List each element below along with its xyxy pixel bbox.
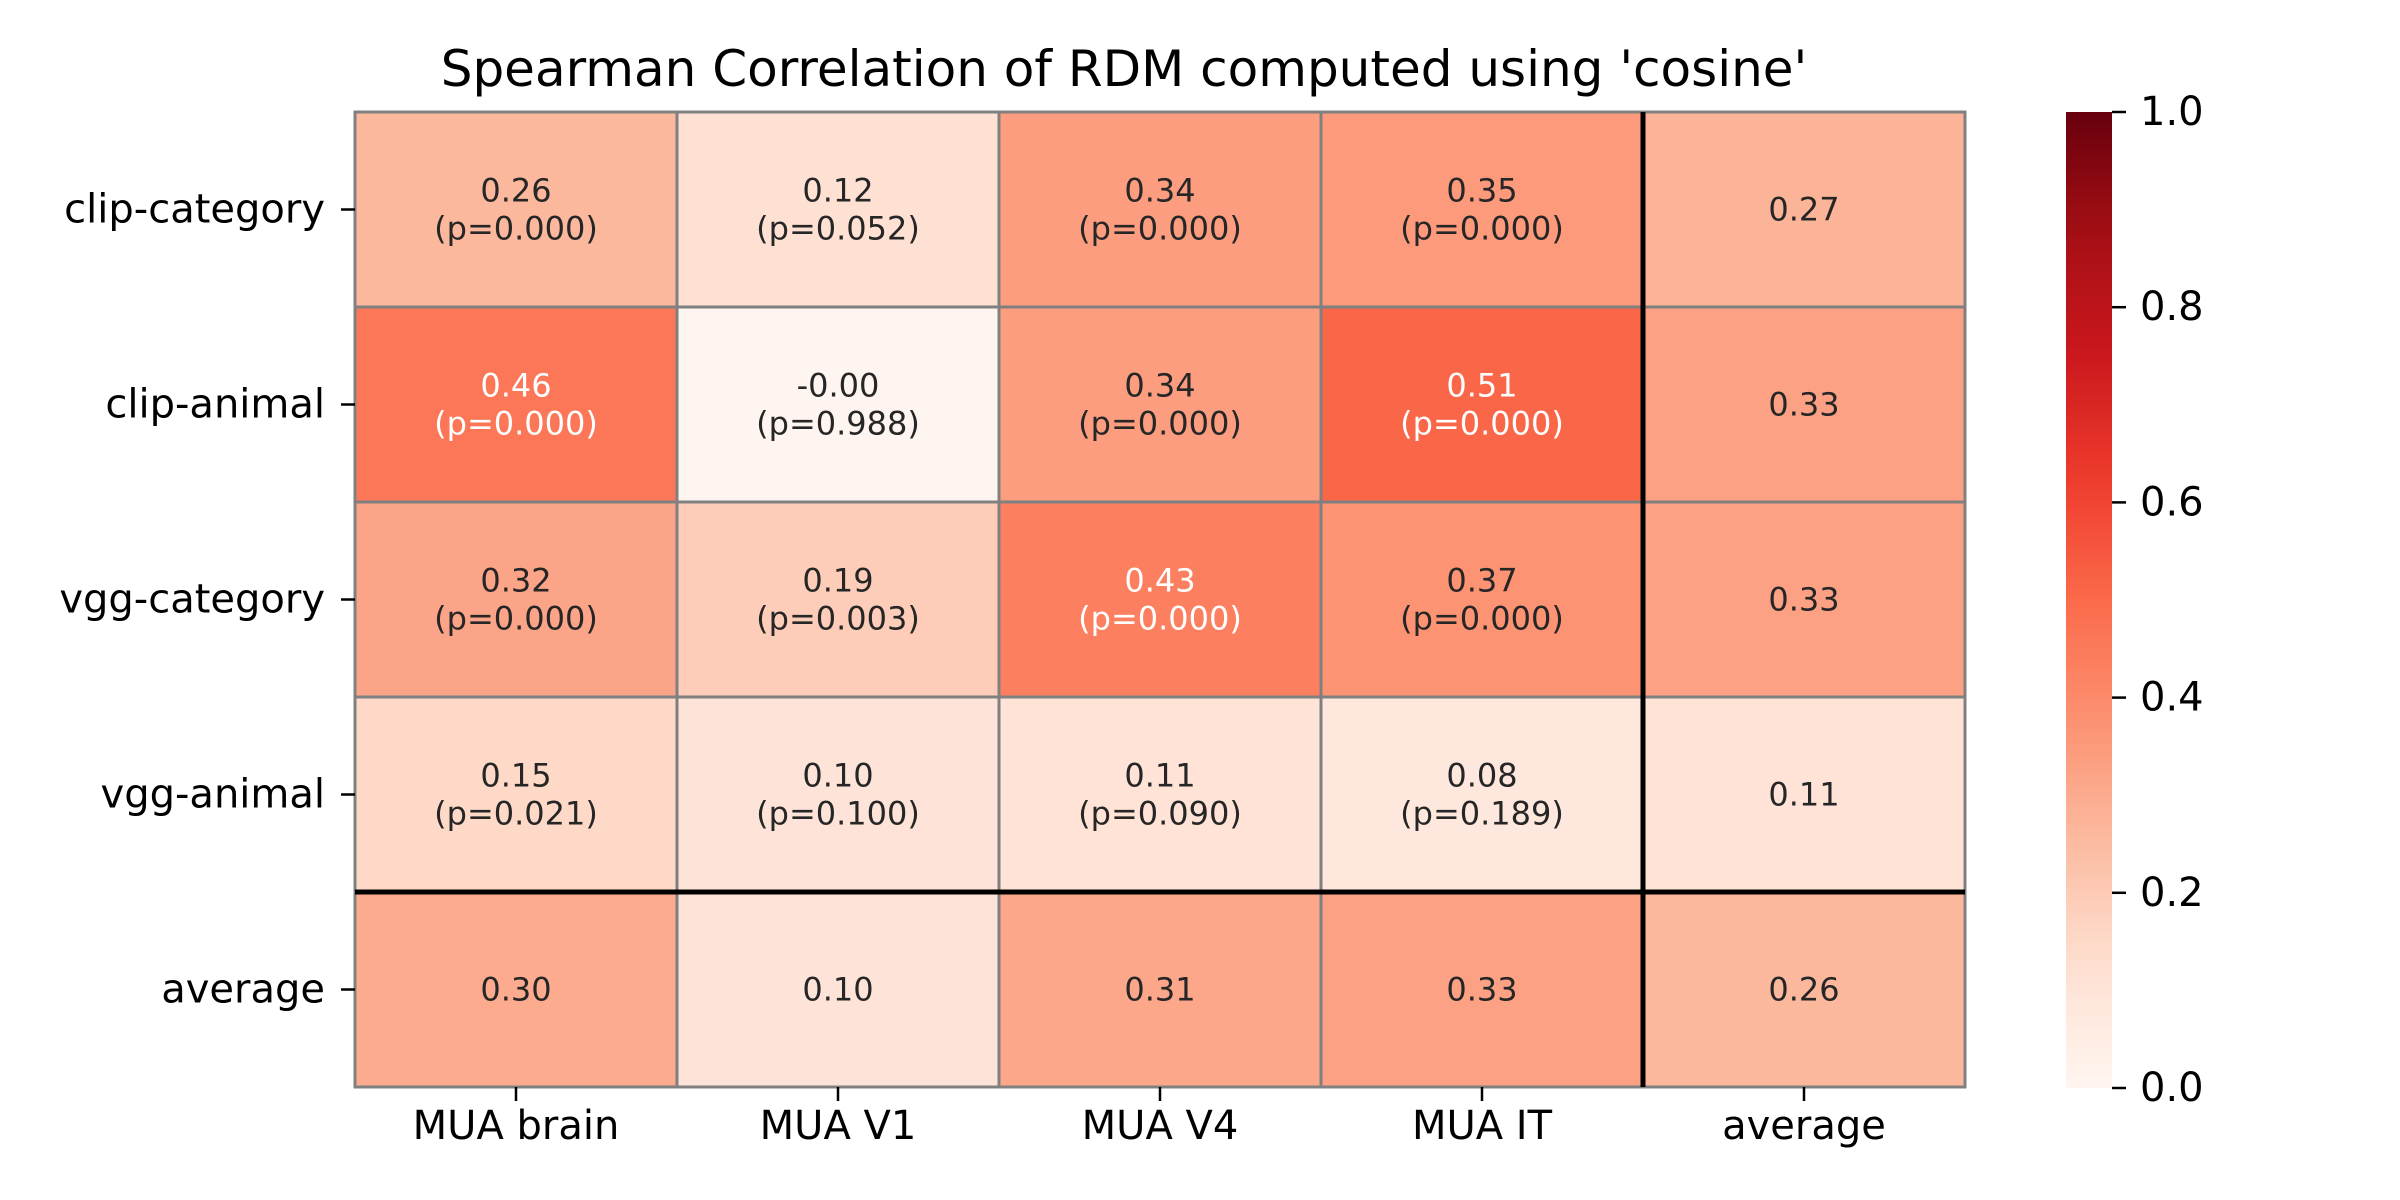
cell-value-label: (p=0.000) (1400, 405, 1564, 443)
cell-value-label: 0.34 (1124, 172, 1195, 210)
cell-value-label: 0.26 (480, 172, 551, 210)
heatmap-cell (1641, 110, 1967, 309)
cell-value-label: 0.11 (1124, 757, 1195, 795)
cell-value-label: 0.15 (480, 757, 551, 795)
colorbar-tick-label: 0.2 (2140, 870, 2204, 916)
x-tick-label: MUA V1 (760, 1103, 917, 1149)
colorbar: 0.0 0.2 0.4 0.6 0.8 1.0 (2066, 89, 2204, 1111)
cell-value-label: (p=0.000) (1400, 210, 1564, 248)
cell-value-label: (p=0.988) (756, 405, 920, 443)
heatmap-cell (675, 110, 1001, 309)
heatmap-cell (1641, 500, 1967, 699)
cell-value-label: 0.08 (1446, 757, 1517, 795)
cell-value-label: 0.34 (1124, 367, 1195, 405)
heatmap-cell (675, 500, 1001, 699)
y-tick-label: vgg-animal (101, 772, 325, 818)
cell-value-label: 0.46 (480, 367, 551, 405)
cell-value-label: (p=0.052) (756, 210, 920, 248)
cell-value-label: 0.31 (1124, 971, 1195, 1009)
heatmap-cell (1319, 110, 1645, 309)
y-tick-label: average (161, 967, 325, 1013)
cell-value-label: 0.11 (1768, 776, 1839, 814)
x-tick-label: MUA brain (413, 1103, 620, 1149)
cell-value-label: 0.19 (802, 562, 873, 600)
y-tick-label: clip-category (64, 187, 325, 233)
heatmap-cell (997, 305, 1323, 504)
cell-value-label: 0.33 (1768, 581, 1839, 619)
cell-value-label: 0.51 (1446, 367, 1517, 405)
chart-title: Spearman Correlation of RDM computed usi… (441, 40, 1808, 98)
heatmap-cell (997, 500, 1323, 699)
heatmap-cell (1319, 500, 1645, 699)
cell-value-label: 0.35 (1446, 172, 1517, 210)
colorbar-tick-label: 0.6 (2140, 479, 2204, 525)
cell-value-label: (p=0.100) (756, 795, 920, 833)
cell-value-label: -0.00 (797, 367, 880, 405)
cell-value-label: (p=0.000) (434, 600, 598, 638)
heatmap-separators (355, 112, 1965, 1087)
x-tick-label: average (1722, 1103, 1886, 1149)
colorbar-tick-label: 0.8 (2140, 284, 2204, 330)
heatmap-cell (997, 890, 1323, 1089)
heatmap-cells (353, 110, 1967, 1089)
heatmap-cell (997, 695, 1323, 894)
x-tick-label: MUA IT (1412, 1103, 1553, 1149)
cell-value-label: 0.26 (1768, 971, 1839, 1009)
y-axis: clip-category clip-animal vgg-category vgg-… (59, 187, 355, 1013)
colorbar-gradient (2066, 112, 2112, 1088)
cell-value-label: (p=0.000) (1078, 210, 1242, 248)
y-tick-label: vgg-category (59, 577, 325, 623)
cell-value-label: (p=0.090) (1078, 795, 1242, 833)
cell-value-label: (p=0.000) (434, 210, 598, 248)
heatmap-cell (353, 890, 679, 1089)
colorbar-tick-label: 0.0 (2140, 1065, 2204, 1111)
heatmap-cell (1641, 305, 1967, 504)
cell-value-label: 0.27 (1768, 191, 1839, 229)
heatmap-cell (997, 110, 1323, 309)
cell-value-label: (p=0.000) (1078, 600, 1242, 638)
colorbar-tick-label: 1.0 (2140, 89, 2204, 135)
cell-value-label: (p=0.003) (756, 600, 920, 638)
cell-value-label: 0.43 (1124, 562, 1195, 600)
cell-value-label: 0.12 (802, 172, 873, 210)
heatmap-cell (1319, 695, 1645, 894)
cell-value-label: 0.33 (1768, 386, 1839, 424)
cell-value-label: 0.37 (1446, 562, 1517, 600)
cell-value-label: (p=0.000) (434, 405, 598, 443)
cell-value-label: 0.33 (1446, 971, 1517, 1009)
heatmap-cell (1641, 695, 1967, 894)
cell-value-label: (p=0.000) (1400, 600, 1564, 638)
cell-value-label: 0.10 (802, 971, 873, 1009)
y-tick-label: clip-animal (105, 382, 325, 428)
cell-value-label: (p=0.021) (434, 795, 598, 833)
heatmap-cell (353, 110, 679, 309)
heatmap-cell (675, 695, 1001, 894)
cell-value-label: (p=0.000) (1078, 405, 1242, 443)
cell-value-label: 0.10 (802, 757, 873, 795)
x-axis: MUA brain MUA V1 MUA V4 MUA IT average (413, 1087, 1886, 1149)
x-tick-label: MUA V4 (1082, 1103, 1239, 1149)
cell-value-label: (p=0.189) (1400, 795, 1564, 833)
heatmap-cell (1641, 890, 1967, 1089)
heatmap-cell-labels: 0.26(p=0.000)0.12(p=0.052)0.34(p=0.000)0… (434, 172, 1839, 1009)
cell-value-label: 0.32 (480, 562, 551, 600)
heatmap-cell (353, 305, 679, 504)
cell-value-label: 0.30 (480, 971, 551, 1009)
colorbar-tick-label: 0.4 (2140, 675, 2204, 721)
